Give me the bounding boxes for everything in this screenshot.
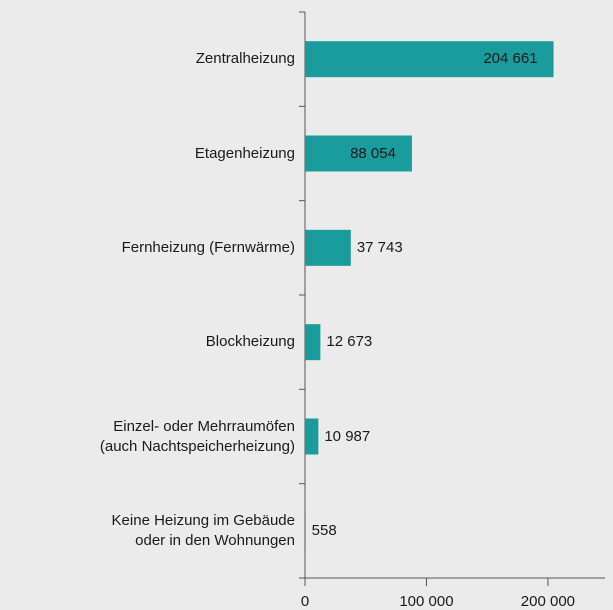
bar — [305, 229, 351, 266]
value-label: 88 054 — [350, 144, 396, 162]
category-label: Zentralheizung — [195, 50, 295, 68]
category-label: Fernheizung (Fernwärme) — [121, 238, 295, 256]
bar — [305, 41, 554, 78]
value-label: 204 661 — [483, 50, 538, 68]
category-label: Keine Heizung im Gebäude oder in den Woh… — [111, 511, 295, 549]
category-label: Blockheizung — [205, 333, 295, 351]
value-label: 558 — [311, 521, 337, 539]
x-tick-label: 100 000 — [399, 593, 454, 610]
category-label: Einzel- oder Mehrraumöfen (auch Nachtspe… — [99, 417, 295, 455]
category-label: Etagenheizung — [194, 144, 295, 162]
value-label: 12 673 — [326, 333, 373, 351]
value-label: 10 987 — [324, 427, 371, 445]
x-tick-label: 0 — [300, 593, 310, 610]
x-tick-label: 200 000 — [520, 593, 576, 610]
bar — [305, 324, 321, 361]
bar — [305, 512, 306, 549]
bar — [305, 135, 412, 172]
bar — [305, 418, 319, 455]
value-label: 37 743 — [356, 238, 403, 256]
